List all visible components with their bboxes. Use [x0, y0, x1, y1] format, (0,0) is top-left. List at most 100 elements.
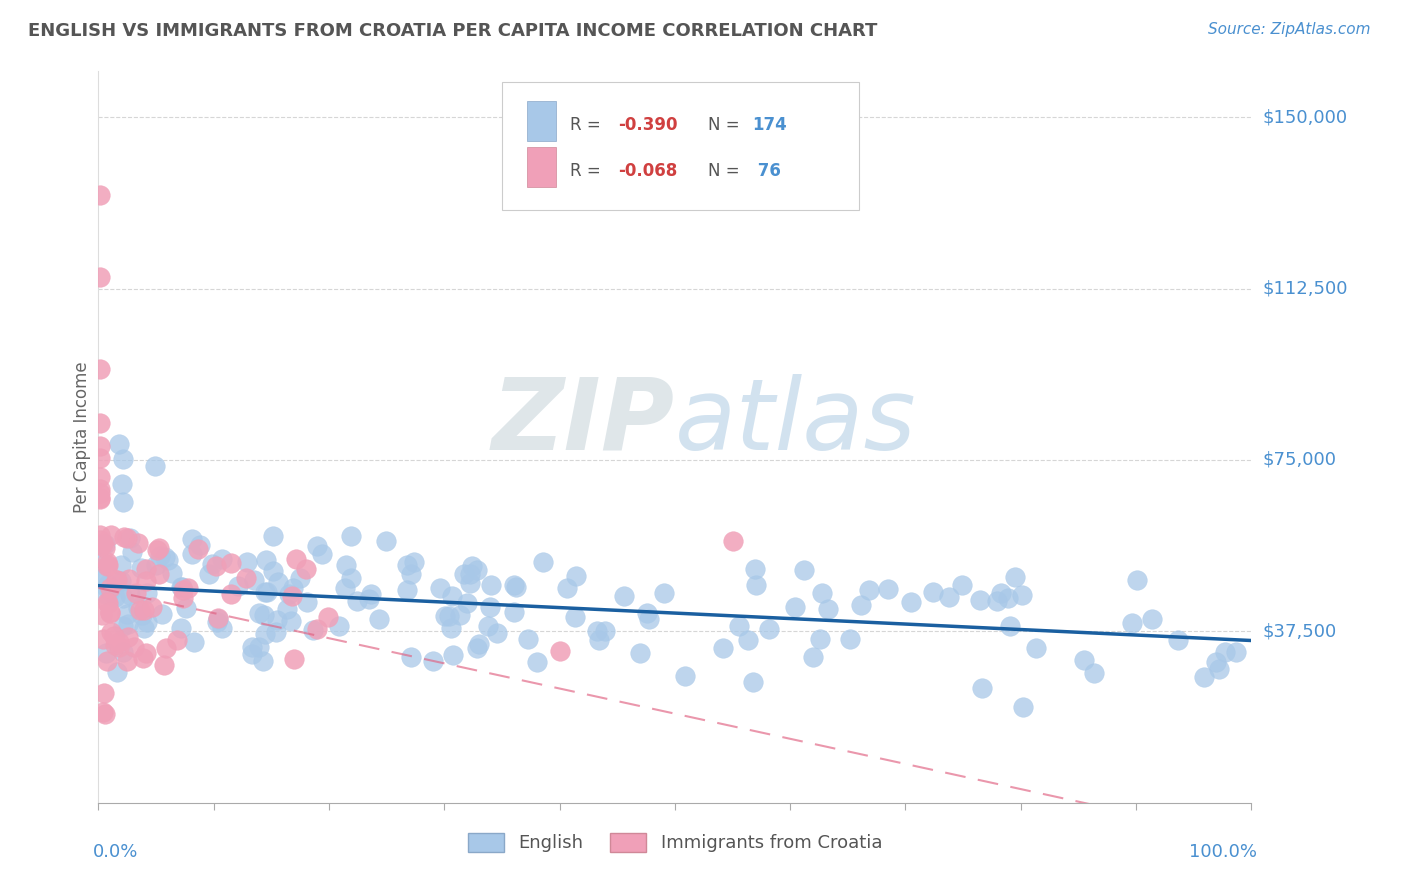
- English: [340, 529, 363, 543]
- English: [254, 552, 277, 566]
- Immigrants from Croatia: [122, 640, 145, 655]
- English: [111, 618, 134, 632]
- English: [115, 607, 138, 622]
- English: [207, 612, 229, 626]
- Immigrants from Croatia: [98, 606, 121, 620]
- English: [90, 555, 112, 569]
- English: [181, 532, 204, 546]
- Text: Source: ZipAtlas.com: Source: ZipAtlas.com: [1208, 22, 1371, 37]
- English: [201, 557, 224, 571]
- English: [477, 619, 499, 633]
- English: [429, 581, 451, 595]
- English: [89, 566, 111, 581]
- English: [613, 589, 636, 603]
- English: [190, 538, 212, 552]
- English: [1208, 662, 1230, 676]
- English: [453, 566, 475, 581]
- English: [129, 560, 152, 574]
- Immigrants from Croatia: [295, 562, 318, 576]
- English: [346, 594, 368, 608]
- English: [105, 665, 128, 679]
- English: [396, 582, 419, 597]
- English: [485, 625, 508, 640]
- English: [441, 589, 464, 603]
- English: [247, 607, 270, 621]
- Immigrants from Croatia: [284, 552, 307, 566]
- Immigrants from Croatia: [89, 528, 111, 542]
- Immigrants from Croatia: [115, 654, 138, 668]
- English: [638, 612, 661, 626]
- Immigrants from Croatia: [89, 491, 111, 505]
- English: [456, 596, 478, 610]
- English: [127, 600, 149, 615]
- English: [433, 608, 456, 623]
- English: [1025, 640, 1047, 655]
- FancyBboxPatch shape: [527, 101, 557, 141]
- English: [1073, 653, 1095, 667]
- English: [785, 599, 807, 614]
- Immigrants from Croatia: [89, 270, 111, 285]
- Immigrants from Croatia: [148, 567, 170, 582]
- Immigrants from Croatia: [98, 605, 121, 619]
- Immigrants from Croatia: [187, 541, 209, 556]
- English: [302, 623, 325, 637]
- English: [243, 573, 266, 587]
- English: [808, 632, 831, 647]
- English: [335, 558, 357, 572]
- English: [1126, 573, 1149, 587]
- English: [588, 632, 610, 647]
- English: [170, 621, 193, 635]
- English: [211, 621, 233, 635]
- Text: R =: R =: [569, 116, 606, 134]
- English: [811, 585, 834, 599]
- Immigrants from Croatia: [281, 589, 304, 603]
- English: [266, 613, 288, 627]
- Immigrants from Croatia: [219, 587, 242, 601]
- English: [439, 621, 461, 635]
- English: [458, 566, 481, 581]
- Immigrants from Croatia: [103, 629, 125, 643]
- English: [1167, 633, 1189, 648]
- English: [503, 605, 526, 619]
- Text: ZIP: ZIP: [492, 374, 675, 471]
- English: [526, 655, 548, 669]
- FancyBboxPatch shape: [527, 146, 557, 187]
- English: [277, 586, 299, 600]
- English: [131, 608, 153, 623]
- English: [565, 569, 588, 583]
- English: [262, 564, 284, 578]
- English: [876, 582, 898, 597]
- Immigrants from Croatia: [112, 530, 135, 544]
- English: [744, 562, 766, 576]
- English: [211, 552, 233, 566]
- English: [264, 624, 287, 639]
- Immigrants from Croatia: [172, 591, 194, 606]
- English: [969, 593, 991, 607]
- Immigrants from Croatia: [128, 602, 150, 616]
- Immigrants from Croatia: [115, 531, 138, 545]
- Immigrants from Croatia: [98, 582, 121, 596]
- Text: -0.390: -0.390: [619, 116, 678, 134]
- English: [1012, 699, 1035, 714]
- English: [118, 531, 141, 545]
- Immigrants from Croatia: [91, 632, 114, 647]
- Text: -0.068: -0.068: [619, 161, 678, 180]
- English: [174, 601, 197, 615]
- English: [938, 590, 960, 604]
- English: [110, 558, 132, 572]
- English: [94, 587, 117, 601]
- English: [149, 549, 172, 563]
- English: [136, 615, 159, 629]
- English: [1121, 615, 1143, 630]
- English: [340, 571, 363, 585]
- English: [240, 647, 263, 661]
- Immigrants from Croatia: [91, 705, 114, 719]
- English: [742, 674, 765, 689]
- Immigrants from Croatia: [145, 542, 167, 557]
- English: [89, 565, 111, 579]
- English: [1011, 588, 1033, 602]
- Immigrants from Croatia: [135, 562, 157, 576]
- English: [226, 579, 249, 593]
- English: [297, 595, 319, 609]
- Immigrants from Croatia: [117, 630, 139, 644]
